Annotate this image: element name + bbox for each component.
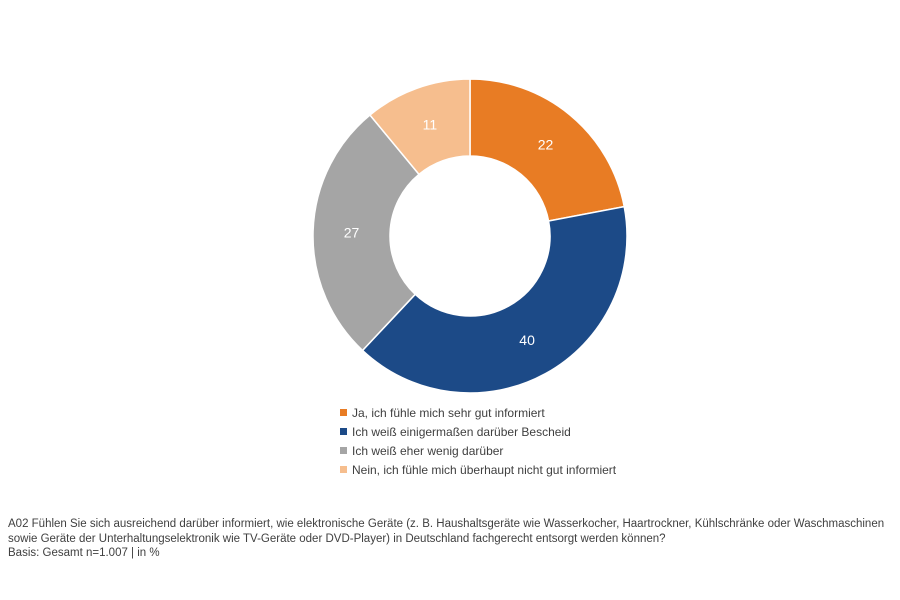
legend-item: Ich weiß eher wenig darüber [340, 441, 616, 460]
data-label: 22 [538, 137, 554, 153]
data-label: 11 [423, 117, 438, 133]
data-label: 27 [344, 224, 360, 240]
legend: Ja, ich fühle mich sehr gut informiert I… [340, 403, 616, 479]
donut-slice [312, 113, 421, 352]
data-label: 40 [519, 332, 535, 348]
legend-swatch [340, 428, 347, 435]
donut-slice [469, 78, 626, 222]
legend-swatch [340, 409, 347, 416]
legend-label: Ja, ich fühle mich sehr gut informiert [352, 405, 545, 420]
legend-label: Ich weiß einigermaßen darüber Bescheid [352, 424, 571, 439]
legend-item: Nein, ich fühle mich überhaupt nicht gut… [340, 460, 616, 479]
donut-slice [361, 205, 628, 394]
donut-slice [368, 78, 471, 176]
basis-text: Basis: Gesamt n=1.007 | in % [8, 547, 160, 559]
legend-swatch [340, 466, 347, 473]
question-text: A02 Fühlen Sie sich ausreichend darüber … [8, 518, 885, 545]
legend-item: Ja, ich fühle mich sehr gut informiert [340, 403, 616, 422]
legend-item: Ich weiß einigermaßen darüber Bescheid [340, 422, 616, 441]
legend-label: Ich weiß eher wenig darüber [352, 443, 504, 458]
chart-footnote: A02 Fühlen Sie sich ausreichend darüber … [8, 517, 898, 561]
legend-swatch [340, 447, 347, 454]
legend-label: Nein, ich fühle mich überhaupt nicht gut… [352, 462, 617, 477]
